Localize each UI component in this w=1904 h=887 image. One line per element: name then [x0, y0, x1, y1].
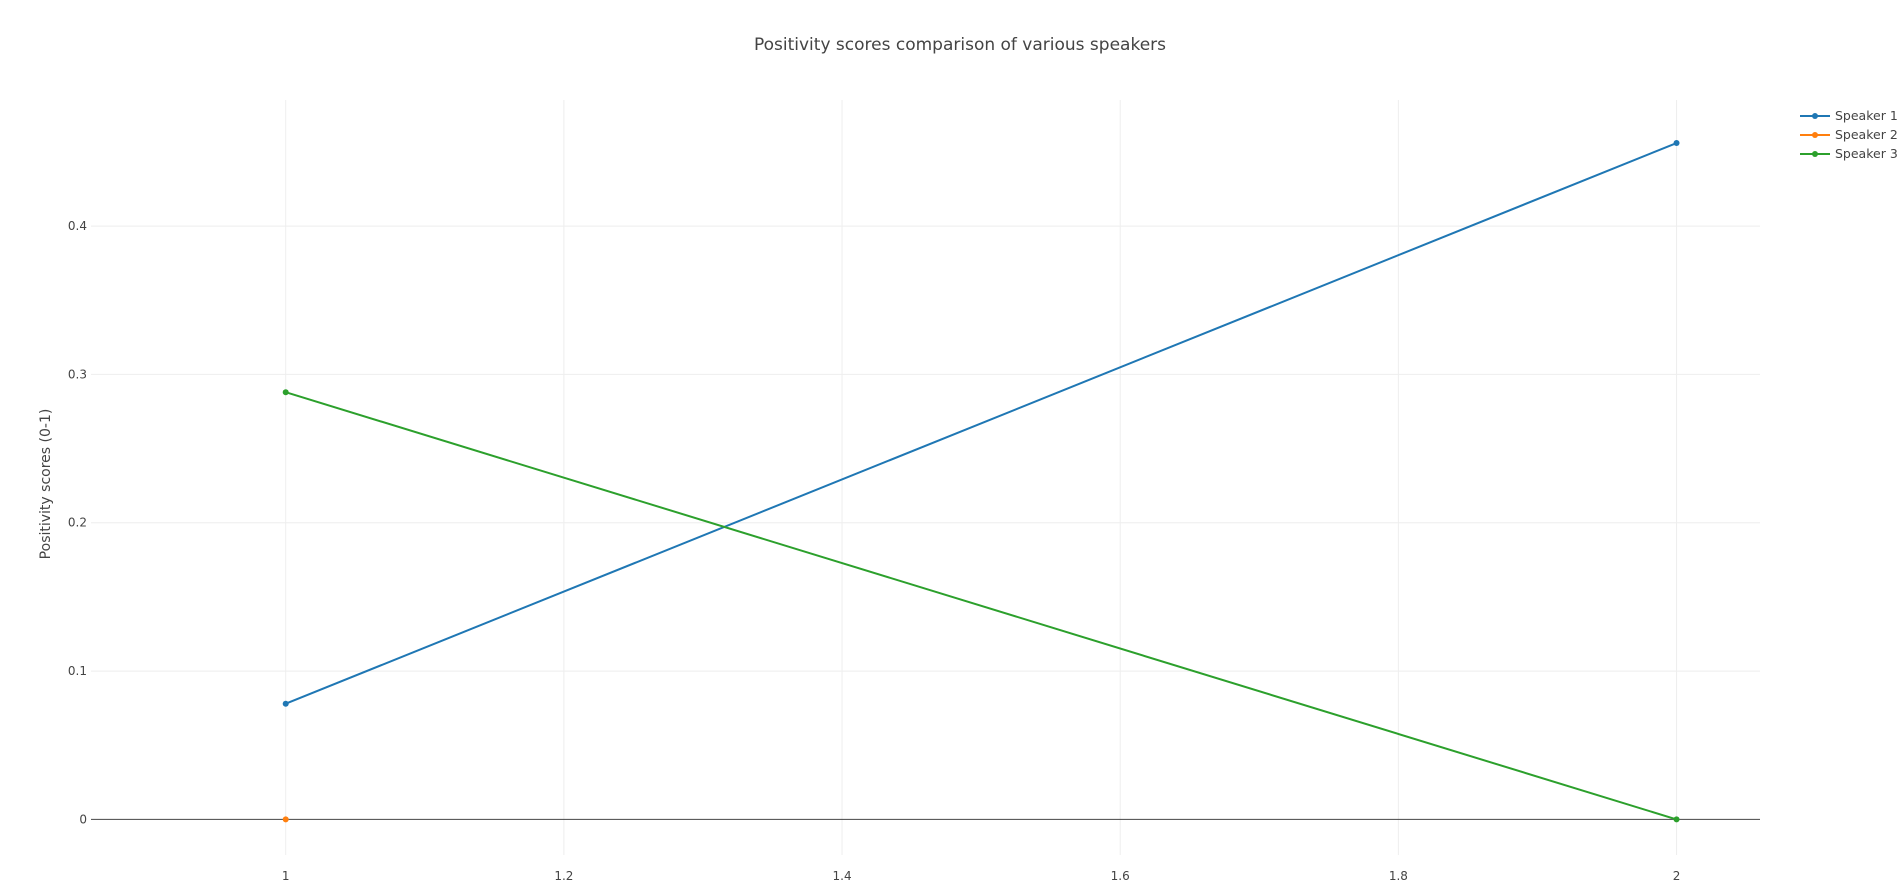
- legend-label: Speaker 3: [1835, 146, 1898, 161]
- legend-item[interactable]: Speaker 3: [1800, 146, 1898, 161]
- legend-swatch-marker: [1812, 113, 1818, 119]
- legend-item[interactable]: Speaker 2: [1800, 127, 1898, 142]
- x-tick-label: 1.6: [1111, 869, 1130, 883]
- x-axis: 1 1.2 1.4 1.6 1.8 2: [282, 869, 1680, 883]
- legend-swatch-marker: [1812, 151, 1818, 157]
- legend[interactable]: Speaker 1 Speaker 2 Speaker 3: [1800, 108, 1898, 161]
- data-point[interactable]: [282, 700, 289, 707]
- y-tick-label: 0.2: [68, 516, 87, 530]
- series-line[interactable]: [285, 391, 1677, 821]
- series-speaker-1[interactable]: [282, 140, 1680, 707]
- series-line[interactable]: [285, 142, 1677, 705]
- x-tick-label: 2: [1673, 869, 1681, 883]
- legend-item[interactable]: Speaker 1: [1800, 108, 1898, 123]
- data-point[interactable]: [282, 389, 289, 396]
- x-tick-label: 1: [282, 869, 290, 883]
- legend-label: Speaker 1: [1835, 108, 1898, 123]
- y-tick-label: 0: [79, 812, 87, 826]
- series-speaker-3[interactable]: [282, 389, 1680, 823]
- data-point[interactable]: [1673, 816, 1680, 823]
- legend-label: Speaker 2: [1835, 127, 1898, 142]
- y-tick-label: 0.1: [68, 664, 87, 678]
- data-point[interactable]: [282, 816, 289, 823]
- x-tick-label: 1.8: [1389, 869, 1408, 883]
- y-tick-label: 0.4: [68, 219, 87, 233]
- x-tick-label: 1.2: [554, 869, 573, 883]
- plot-area[interactable]: [282, 140, 1680, 823]
- legend-swatch-marker: [1812, 132, 1818, 138]
- y-tick-label: 0.3: [68, 367, 87, 381]
- data-point[interactable]: [1673, 140, 1680, 147]
- gridlines: [91, 100, 1760, 855]
- y-axis-title: Positivity scores (0-1): [38, 409, 54, 560]
- y-axis: 0 0.1 0.2 0.3 0.4: [68, 219, 87, 826]
- chart-title: Positivity scores comparison of various …: [754, 35, 1166, 55]
- x-tick-label: 1.4: [833, 869, 852, 883]
- series-speaker-2[interactable]: [282, 816, 289, 823]
